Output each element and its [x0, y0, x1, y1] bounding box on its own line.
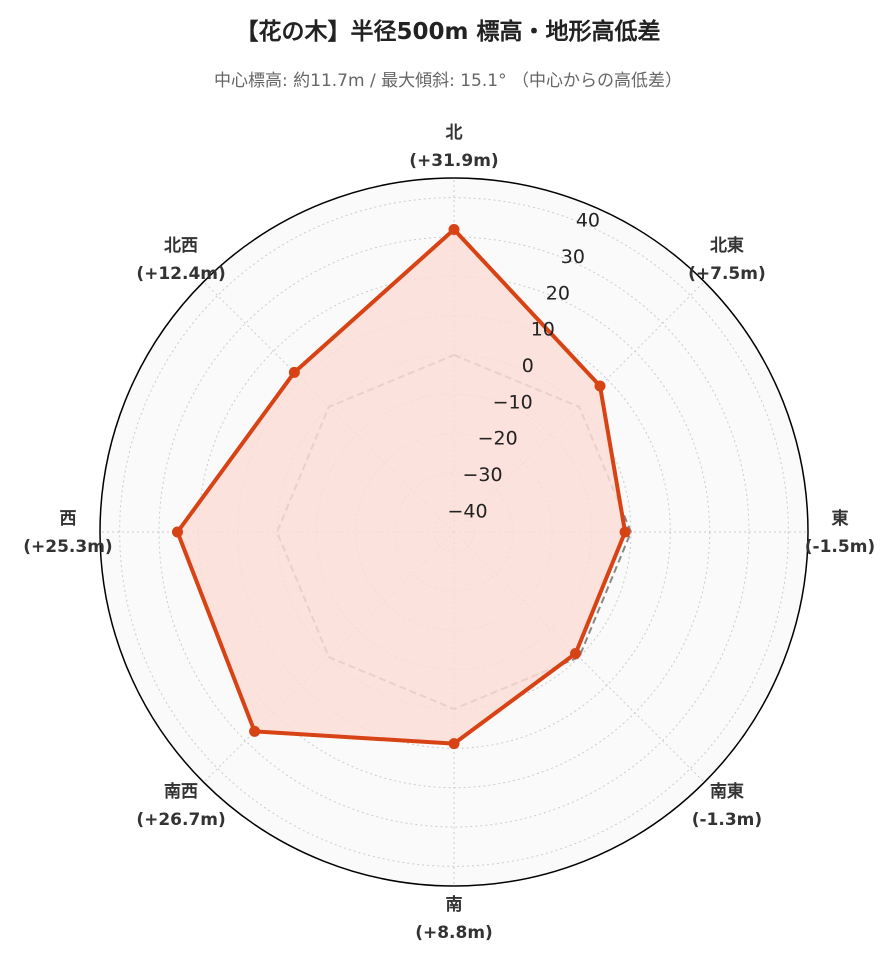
direction-labels: 北 (+31.9m) 北東 (+7.5m) 東 (-1.5m) 南東 (-1.3m) 南 (+8.… — [23, 123, 875, 943]
data-points — [171, 224, 631, 750]
data-point — [594, 380, 606, 392]
tick-label: 20 — [546, 282, 570, 304]
direction-name: 東 — [832, 508, 849, 529]
outer-frame — [99, 177, 809, 887]
direction-name: 西 — [60, 509, 77, 529]
tick-label: −40 — [447, 500, 487, 522]
chart-title: 【花の木】半径500m 標高・地形高低差 — [235, 19, 661, 45]
data-point — [619, 526, 631, 538]
data-point — [570, 648, 582, 660]
tick-label: 10 — [531, 319, 555, 341]
data-point — [288, 366, 300, 378]
direction-name: 南西 — [164, 781, 198, 802]
data-point — [448, 738, 460, 750]
tick-label: −30 — [463, 464, 503, 486]
direction-name: 北 — [446, 123, 463, 143]
radial-ticks: −40 −30 −20 −10 0 10 20 30 40 — [447, 210, 600, 523]
direction-name: 南 — [446, 894, 463, 915]
data-point — [448, 224, 460, 236]
direction-name: 北西 — [164, 236, 198, 256]
chart-subtitle: 中心標高: 約11.7m / 最大傾斜: 15.1° （中心からの高低差） — [214, 71, 682, 91]
direction-value: (-1.3m) — [692, 810, 762, 830]
tick-label: 40 — [576, 210, 600, 232]
direction-value: (+25.3m) — [23, 537, 112, 557]
tick-label: −10 — [493, 391, 533, 413]
direction-name: 北東 — [710, 235, 744, 256]
grid-circle — [119, 197, 789, 867]
direction-value: (+7.5m) — [688, 264, 766, 284]
direction-value: (-1.5m) — [805, 537, 875, 557]
direction-value: (+26.7m) — [136, 810, 225, 830]
tick-label: −20 — [478, 428, 518, 450]
direction-value: (+8.8m) — [415, 923, 493, 943]
direction-value: (+31.9m) — [409, 151, 498, 171]
direction-value: (+12.4m) — [136, 264, 225, 284]
data-point — [249, 725, 261, 737]
direction-name: 南東 — [710, 781, 744, 802]
tick-label: 0 — [522, 355, 534, 377]
tick-label: 30 — [561, 246, 585, 268]
data-point — [171, 526, 183, 538]
